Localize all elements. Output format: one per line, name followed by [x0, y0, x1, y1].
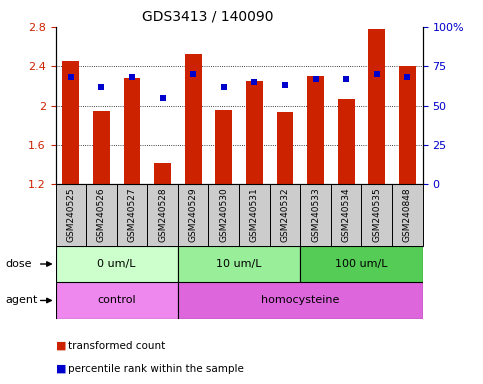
- Bar: [307, 76, 324, 184]
- Bar: [178, 246, 300, 282]
- Bar: [56, 246, 178, 282]
- Text: GSM240528: GSM240528: [158, 188, 167, 242]
- Text: GSM240525: GSM240525: [66, 188, 75, 242]
- Text: percentile rank within the sample: percentile rank within the sample: [68, 364, 243, 374]
- Text: dose: dose: [6, 259, 32, 269]
- Bar: [369, 29, 385, 184]
- Bar: [215, 109, 232, 184]
- Bar: [62, 61, 79, 184]
- Text: GSM240526: GSM240526: [97, 188, 106, 242]
- Bar: [277, 113, 293, 184]
- Bar: [209, 184, 239, 246]
- Text: transformed count: transformed count: [68, 341, 165, 351]
- Text: GSM240532: GSM240532: [281, 188, 289, 242]
- Bar: [361, 184, 392, 246]
- Bar: [86, 184, 117, 246]
- Bar: [300, 246, 423, 282]
- Bar: [93, 111, 110, 184]
- Text: GSM240848: GSM240848: [403, 188, 412, 242]
- Bar: [392, 184, 423, 246]
- Bar: [338, 99, 355, 184]
- Text: GSM240530: GSM240530: [219, 188, 228, 242]
- Bar: [270, 184, 300, 246]
- Bar: [117, 184, 147, 246]
- Bar: [154, 163, 171, 184]
- Text: GSM240527: GSM240527: [128, 188, 137, 242]
- Bar: [147, 184, 178, 246]
- Text: GSM240531: GSM240531: [250, 188, 259, 242]
- Bar: [124, 78, 141, 184]
- Text: GDS3413 / 140090: GDS3413 / 140090: [142, 10, 273, 23]
- Bar: [246, 81, 263, 184]
- Text: ■: ■: [56, 341, 66, 351]
- Text: ■: ■: [56, 364, 66, 374]
- Bar: [56, 184, 86, 246]
- Text: 10 um/L: 10 um/L: [216, 259, 262, 269]
- Text: control: control: [98, 295, 136, 306]
- Text: agent: agent: [6, 295, 38, 306]
- Bar: [239, 184, 270, 246]
- Text: GSM240529: GSM240529: [189, 188, 198, 242]
- Bar: [399, 66, 416, 184]
- Bar: [331, 184, 361, 246]
- Text: homocysteine: homocysteine: [261, 295, 340, 306]
- Bar: [185, 55, 201, 184]
- Bar: [178, 282, 423, 319]
- Bar: [300, 184, 331, 246]
- Bar: [178, 184, 209, 246]
- Bar: [56, 282, 178, 319]
- Text: GSM240533: GSM240533: [311, 188, 320, 242]
- Text: 100 um/L: 100 um/L: [335, 259, 388, 269]
- Text: GSM240534: GSM240534: [341, 188, 351, 242]
- Text: GSM240535: GSM240535: [372, 188, 381, 242]
- Text: 0 um/L: 0 um/L: [98, 259, 136, 269]
